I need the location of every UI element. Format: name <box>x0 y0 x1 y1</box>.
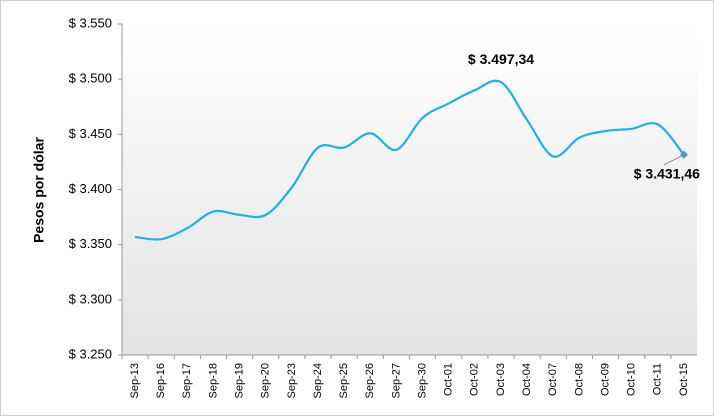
x-tick-label: Sep-23 <box>286 363 298 398</box>
x-tick-label: Sep-18 <box>207 363 219 398</box>
x-tick-label: Oct-09 <box>599 363 611 396</box>
data-label: $ 3.431,46 <box>634 165 700 181</box>
x-tick-label: Sep-19 <box>234 363 246 398</box>
data-line <box>134 79 685 241</box>
x-tick-label: Sep-13 <box>129 363 141 398</box>
y-tick-label: $ 3.350 <box>69 236 112 251</box>
x-tick-label: Sep-30 <box>416 363 428 398</box>
x-tick-label: Sep-20 <box>260 363 272 398</box>
x-tick-label: Sep-27 <box>390 363 402 398</box>
y-tick-label: $ 3.300 <box>69 291 112 306</box>
x-tick-label: Oct-01 <box>443 363 455 396</box>
x-tick-label: Oct-15 <box>678 363 690 396</box>
y-tick-label: $ 3.500 <box>69 71 112 86</box>
x-tick-label: Sep-24 <box>312 363 324 398</box>
y-tick-label: $ 3.250 <box>69 346 112 361</box>
y-tick-label: $ 3.400 <box>69 181 112 196</box>
x-tick-label: Sep-16 <box>155 363 167 398</box>
x-tick-label: Sep-17 <box>181 363 193 398</box>
x-tick-label: Oct-08 <box>573 363 585 396</box>
x-tick-label: Oct-04 <box>521 363 533 396</box>
y-tick-label: $ 3.550 <box>69 15 112 30</box>
y-axis-label: Pesos por dólar <box>31 137 47 243</box>
x-tick-label: Oct-07 <box>547 363 559 396</box>
data-label: $ 3.497,34 <box>468 51 534 67</box>
x-tick-label: Oct-02 <box>469 363 481 396</box>
x-tick-label: Sep-26 <box>364 363 376 398</box>
x-tick-label: Oct-03 <box>495 363 507 396</box>
plot-area <box>122 24 697 355</box>
leader-line <box>663 154 685 166</box>
x-tick-label: Oct-11 <box>652 363 664 395</box>
x-tick-label: Oct-10 <box>626 363 638 396</box>
y-tick-label: $ 3.450 <box>69 126 112 141</box>
x-tick-label: Sep-25 <box>338 363 350 398</box>
